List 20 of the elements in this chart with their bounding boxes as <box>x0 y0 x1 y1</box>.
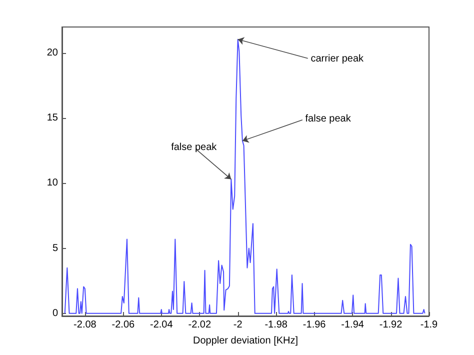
annotation: false peak <box>305 113 352 124</box>
x-tick-label: -1.92 <box>379 320 403 330</box>
annotation: carrier peak <box>310 54 365 65</box>
x-tick-label: -1.98 <box>264 320 288 330</box>
x-tick-label: -1.96 <box>302 320 326 330</box>
x-tick-label: -2.08 <box>74 320 97 330</box>
x-axis-title: Doppler deviation [KHz] <box>192 336 298 346</box>
y-tick-label: 0 <box>52 308 58 319</box>
x-tick-label: -2 <box>233 320 243 330</box>
annotation: false peak <box>171 142 218 153</box>
x-tick-label: -2.06 <box>112 320 135 330</box>
line-series <box>64 38 426 314</box>
y-tick-label: 15 <box>46 112 58 124</box>
x-tick-label: -1.9 <box>420 320 438 330</box>
x-tick-label: -2.02 <box>188 320 212 330</box>
x-tick-label: -2.04 <box>150 320 174 330</box>
x-tick-label: -1.94 <box>341 320 364 330</box>
y-tick-label: 10 <box>46 178 58 189</box>
y-tick-label: 5 <box>52 242 58 254</box>
y-tick-label: 20 <box>46 48 58 59</box>
